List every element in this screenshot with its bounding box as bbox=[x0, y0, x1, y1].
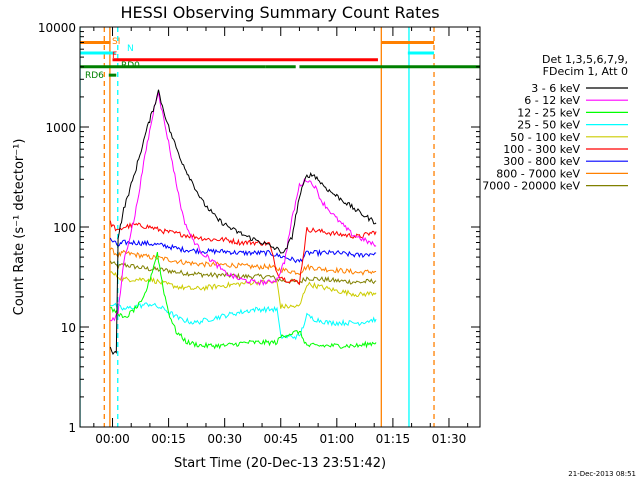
legend-entry-label: 800 - 7000 keV bbox=[496, 167, 580, 180]
flag-label-si: SI bbox=[112, 37, 120, 47]
y-tick-label: 1000 bbox=[45, 121, 76, 135]
series-line-100-300-kev bbox=[109, 220, 377, 286]
series-line-12-25-kev bbox=[110, 251, 377, 350]
y-axis-label: Count Rate (s⁻¹ detector⁻¹) bbox=[12, 139, 27, 316]
x-tick-label: 00:30 bbox=[207, 432, 242, 446]
legend-header-line: FDecim 1, Att 0 bbox=[543, 65, 628, 78]
legend-entry-label: 6 - 12 keV bbox=[524, 94, 580, 107]
series-line-7000-20000-kev bbox=[109, 260, 377, 285]
x-tick-label: 00:00 bbox=[95, 432, 130, 446]
series-line-300-800-kev bbox=[109, 237, 377, 264]
x-tick-label: 01:00 bbox=[320, 432, 355, 446]
legend-entry-label: 12 - 25 keV bbox=[517, 106, 580, 119]
legend-header-line: Det 1,3,5,6,7,9, bbox=[542, 53, 628, 66]
series-line-50-100-kev bbox=[110, 271, 377, 309]
x-tick-label: 00:45 bbox=[263, 432, 298, 446]
footer-timestamp: 21-Dec-2013 08:51 bbox=[568, 470, 636, 478]
plot-area bbox=[80, 27, 480, 427]
series-line-25-50-kev bbox=[110, 302, 377, 341]
y-tick-label: 1 bbox=[68, 421, 76, 435]
legend-entry-label: 100 - 300 keV bbox=[503, 143, 580, 156]
x-tick-label: 01:15 bbox=[376, 432, 411, 446]
series-line-3-6-kev bbox=[109, 89, 377, 355]
y-tick-label: 100 bbox=[53, 221, 76, 235]
x-axis-label: Start Time (20-Dec-13 23:51:42) bbox=[174, 456, 386, 471]
flag-label-rd6: RD6 bbox=[85, 71, 104, 81]
legend-entry-label: 300 - 800 keV bbox=[503, 155, 580, 168]
x-tick-label: 00:15 bbox=[151, 432, 186, 446]
flag-label-n: N bbox=[127, 44, 134, 54]
legend-entry-label: 50 - 100 keV bbox=[510, 131, 580, 144]
y-tick-label: 10 bbox=[61, 321, 76, 335]
flag-label-rd0: RD0 bbox=[121, 61, 140, 71]
legend: Det 1,3,5,6,7,9,FDecim 1, Att 0 3 - 6 keV… bbox=[482, 53, 628, 193]
y-tick-label: 10000 bbox=[38, 21, 76, 35]
flag-label-f: F bbox=[112, 51, 117, 61]
axes: 00:00 00:15 00:30 00:45 01:00 01:15 01:30 1 10 10… bbox=[38, 21, 480, 446]
x-tick-label: 01:30 bbox=[432, 432, 467, 446]
legend-entry-label: 7000 - 20000 keV bbox=[482, 180, 580, 193]
series-line-800-7000-kev bbox=[109, 247, 377, 276]
legend-entry-label: 3 - 6 keV bbox=[531, 82, 580, 95]
chart-title: HESSI Observing Summary Count Rates bbox=[120, 3, 439, 22]
legend-entry-label: 25 - 50 keV bbox=[517, 119, 580, 132]
